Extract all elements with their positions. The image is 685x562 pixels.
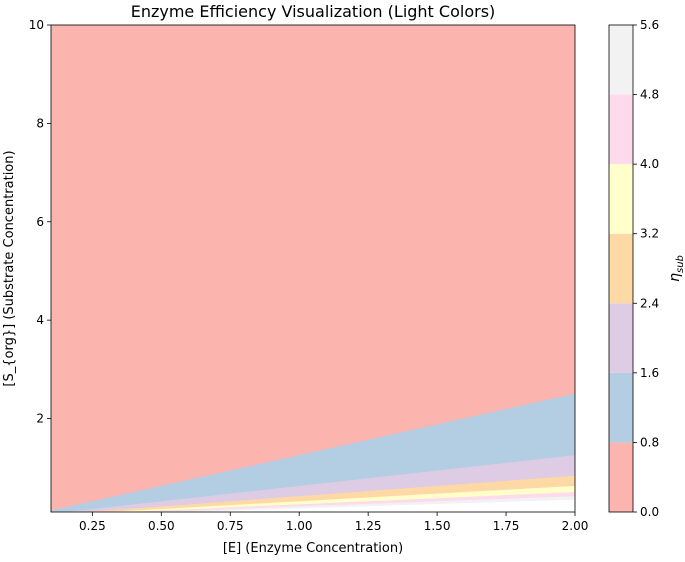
colorbar-segment bbox=[609, 372, 633, 443]
colorbar-tick-label: 4.8 bbox=[640, 88, 659, 102]
colorbar: 0.0 0.8 1.6 2.4 3.2 4.0 4.8 5.6 bbox=[608, 18, 659, 519]
x-tick-label: 0.25 bbox=[79, 519, 106, 533]
y-tick-label: 2 bbox=[36, 412, 44, 426]
colorbar-label: ηsub bbox=[667, 255, 685, 282]
x-axis: 0.25 0.50 0.75 1.00 1.25 1.50 1.75 2.00 bbox=[79, 512, 588, 533]
x-tick-label: 0.50 bbox=[148, 519, 175, 533]
y-axis-label: [S_{org}] (Substrate Concentration) bbox=[2, 150, 17, 386]
colorbar-segment bbox=[609, 303, 633, 373]
y-axis: 2 4 6 8 10 bbox=[29, 18, 51, 426]
chart-title: Enzyme Efficiency Visualization (Light C… bbox=[131, 2, 496, 21]
colorbar-segment bbox=[609, 233, 633, 304]
y-tick-label: 4 bbox=[36, 313, 44, 327]
x-tick-label: 2.00 bbox=[562, 519, 589, 533]
x-tick-label: 0.75 bbox=[217, 519, 244, 533]
x-tick-label: 1.75 bbox=[493, 519, 520, 533]
colorbar-tick-label: 4.0 bbox=[640, 157, 659, 171]
colorbar-tick-label: 0.0 bbox=[640, 505, 659, 519]
colorbar-segment bbox=[609, 94, 633, 165]
colorbar-tick-label: 3.2 bbox=[640, 227, 659, 241]
plot-frame bbox=[50, 24, 576, 513]
colorbar-segment bbox=[609, 25, 633, 95]
x-tick-label: 1.50 bbox=[424, 519, 451, 533]
colorbar-tick-label: 0.8 bbox=[640, 435, 659, 449]
contour-fills bbox=[51, 25, 575, 512]
y-tick-label: 8 bbox=[36, 116, 44, 130]
colorbar-tick-label: 5.6 bbox=[640, 18, 659, 32]
colorbar-segment bbox=[609, 164, 633, 234]
y-tick-label: 6 bbox=[36, 215, 44, 229]
colorbar-tick-label: 2.4 bbox=[640, 296, 659, 310]
x-tick-label: 1.00 bbox=[286, 519, 313, 533]
contour-band-6 bbox=[51, 496, 575, 512]
colorbar-segment bbox=[609, 442, 633, 512]
y-tick-label: 10 bbox=[29, 18, 44, 32]
colorbar-tick-label: 1.6 bbox=[640, 366, 659, 380]
x-axis-label: [E] (Enzyme Concentration) bbox=[223, 541, 403, 556]
x-tick-label: 1.25 bbox=[355, 519, 382, 533]
colorbar-frame bbox=[608, 24, 634, 513]
